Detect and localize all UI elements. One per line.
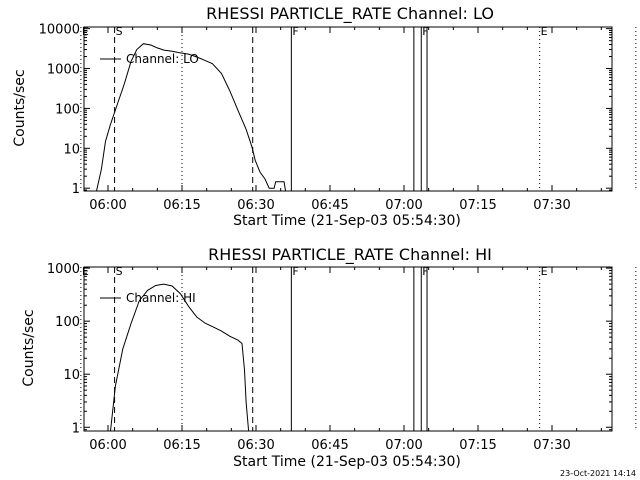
panel-hi-event-label: S: [116, 265, 123, 278]
panel-hi-event-label: F: [292, 265, 298, 278]
panel-lo-event-label: E: [541, 25, 548, 38]
panel-hi-ytick-label: 1000: [47, 262, 80, 277]
panel-lo-xtick-label: 06:30: [237, 198, 274, 213]
panel-hi-xtick-label: 06:00: [89, 438, 126, 453]
panel-lo-xtick-label: 07:00: [385, 198, 422, 213]
panel-lo-xtick-label: 06:15: [163, 198, 200, 213]
panel-lo-series-line: [96, 43, 287, 192]
panel-lo-ytick-label: 1: [72, 182, 80, 197]
panel-lo-ytick-label: 1000: [47, 63, 80, 78]
panel-lo-xtick-label: 06:00: [89, 198, 126, 213]
panel-hi-event-label: E: [541, 265, 548, 278]
panel-lo-event-label: F: [422, 25, 428, 38]
panel-hi-legend: Channel: HI: [100, 291, 196, 305]
panel-hi-xtick-label: 06:15: [163, 438, 200, 453]
panel-lo-event-label: E: [82, 25, 89, 38]
panel-lo-ylabel: Counts/sec: [12, 69, 28, 146]
panel-hi-legend-label: Channel: HI: [126, 291, 196, 305]
panel-hi-event-label: E: [82, 265, 89, 278]
panel-hi-series-line: [110, 283, 250, 432]
panel-lo-legend: Channel: LO: [100, 52, 199, 66]
panel-lo-ytick-label: 10000: [39, 23, 80, 38]
panel-hi-title: RHESSI PARTICLE_RATE Channel: HI: [208, 245, 492, 265]
panel-hi-ytick-label: 10: [63, 368, 80, 383]
panel-hi-ytick-label: 1: [72, 421, 80, 436]
panel-lo-event-label: F: [292, 25, 298, 38]
panel-lo-ytick-label: 100: [55, 102, 80, 117]
panel-hi-plot-frame: [83, 266, 613, 432]
panel-lo-xtick-label: 07:15: [459, 198, 496, 213]
panel-lo: RHESSI PARTICLE_RATE Channel: LO Counts/…: [12, 4, 637, 229]
panel-hi-xtick-label: 07:15: [459, 438, 496, 453]
panel-lo-xtick-label: 07:30: [533, 198, 570, 213]
panel-hi-xtick-label: 07:00: [385, 438, 422, 453]
panel-hi-ytick-label: 100: [55, 315, 80, 330]
panel-hi: RHESSI PARTICLE_RATE Channel: HI Counts/…: [21, 245, 637, 470]
panel-lo-xlabel: Start Time (21-Sep-03 05:54:30): [233, 213, 461, 229]
panel-lo-plot-frame: [83, 26, 613, 192]
panel-hi-event-label: F: [422, 265, 428, 278]
panel-hi-xtick-label: 06:30: [237, 438, 274, 453]
panel-lo-ytick-label: 10: [63, 142, 80, 157]
panel-lo-event-label: S: [116, 25, 123, 38]
panel-lo-legend-label: Channel: LO: [126, 52, 199, 66]
panel-hi-xtick-label: 07:30: [533, 438, 570, 453]
footer-timestamp: 23-Oct-2021 14:14: [560, 469, 636, 478]
panel-hi-xlabel: Start Time (21-Sep-03 05:54:30): [233, 454, 461, 470]
panel-lo-xtick-label: 06:45: [311, 198, 348, 213]
panel-hi-ylabel: Counts/sec: [21, 309, 37, 386]
panel-lo-title: RHESSI PARTICLE_RATE Channel: LO: [206, 4, 494, 24]
panel-hi-xtick-label: 06:45: [311, 438, 348, 453]
